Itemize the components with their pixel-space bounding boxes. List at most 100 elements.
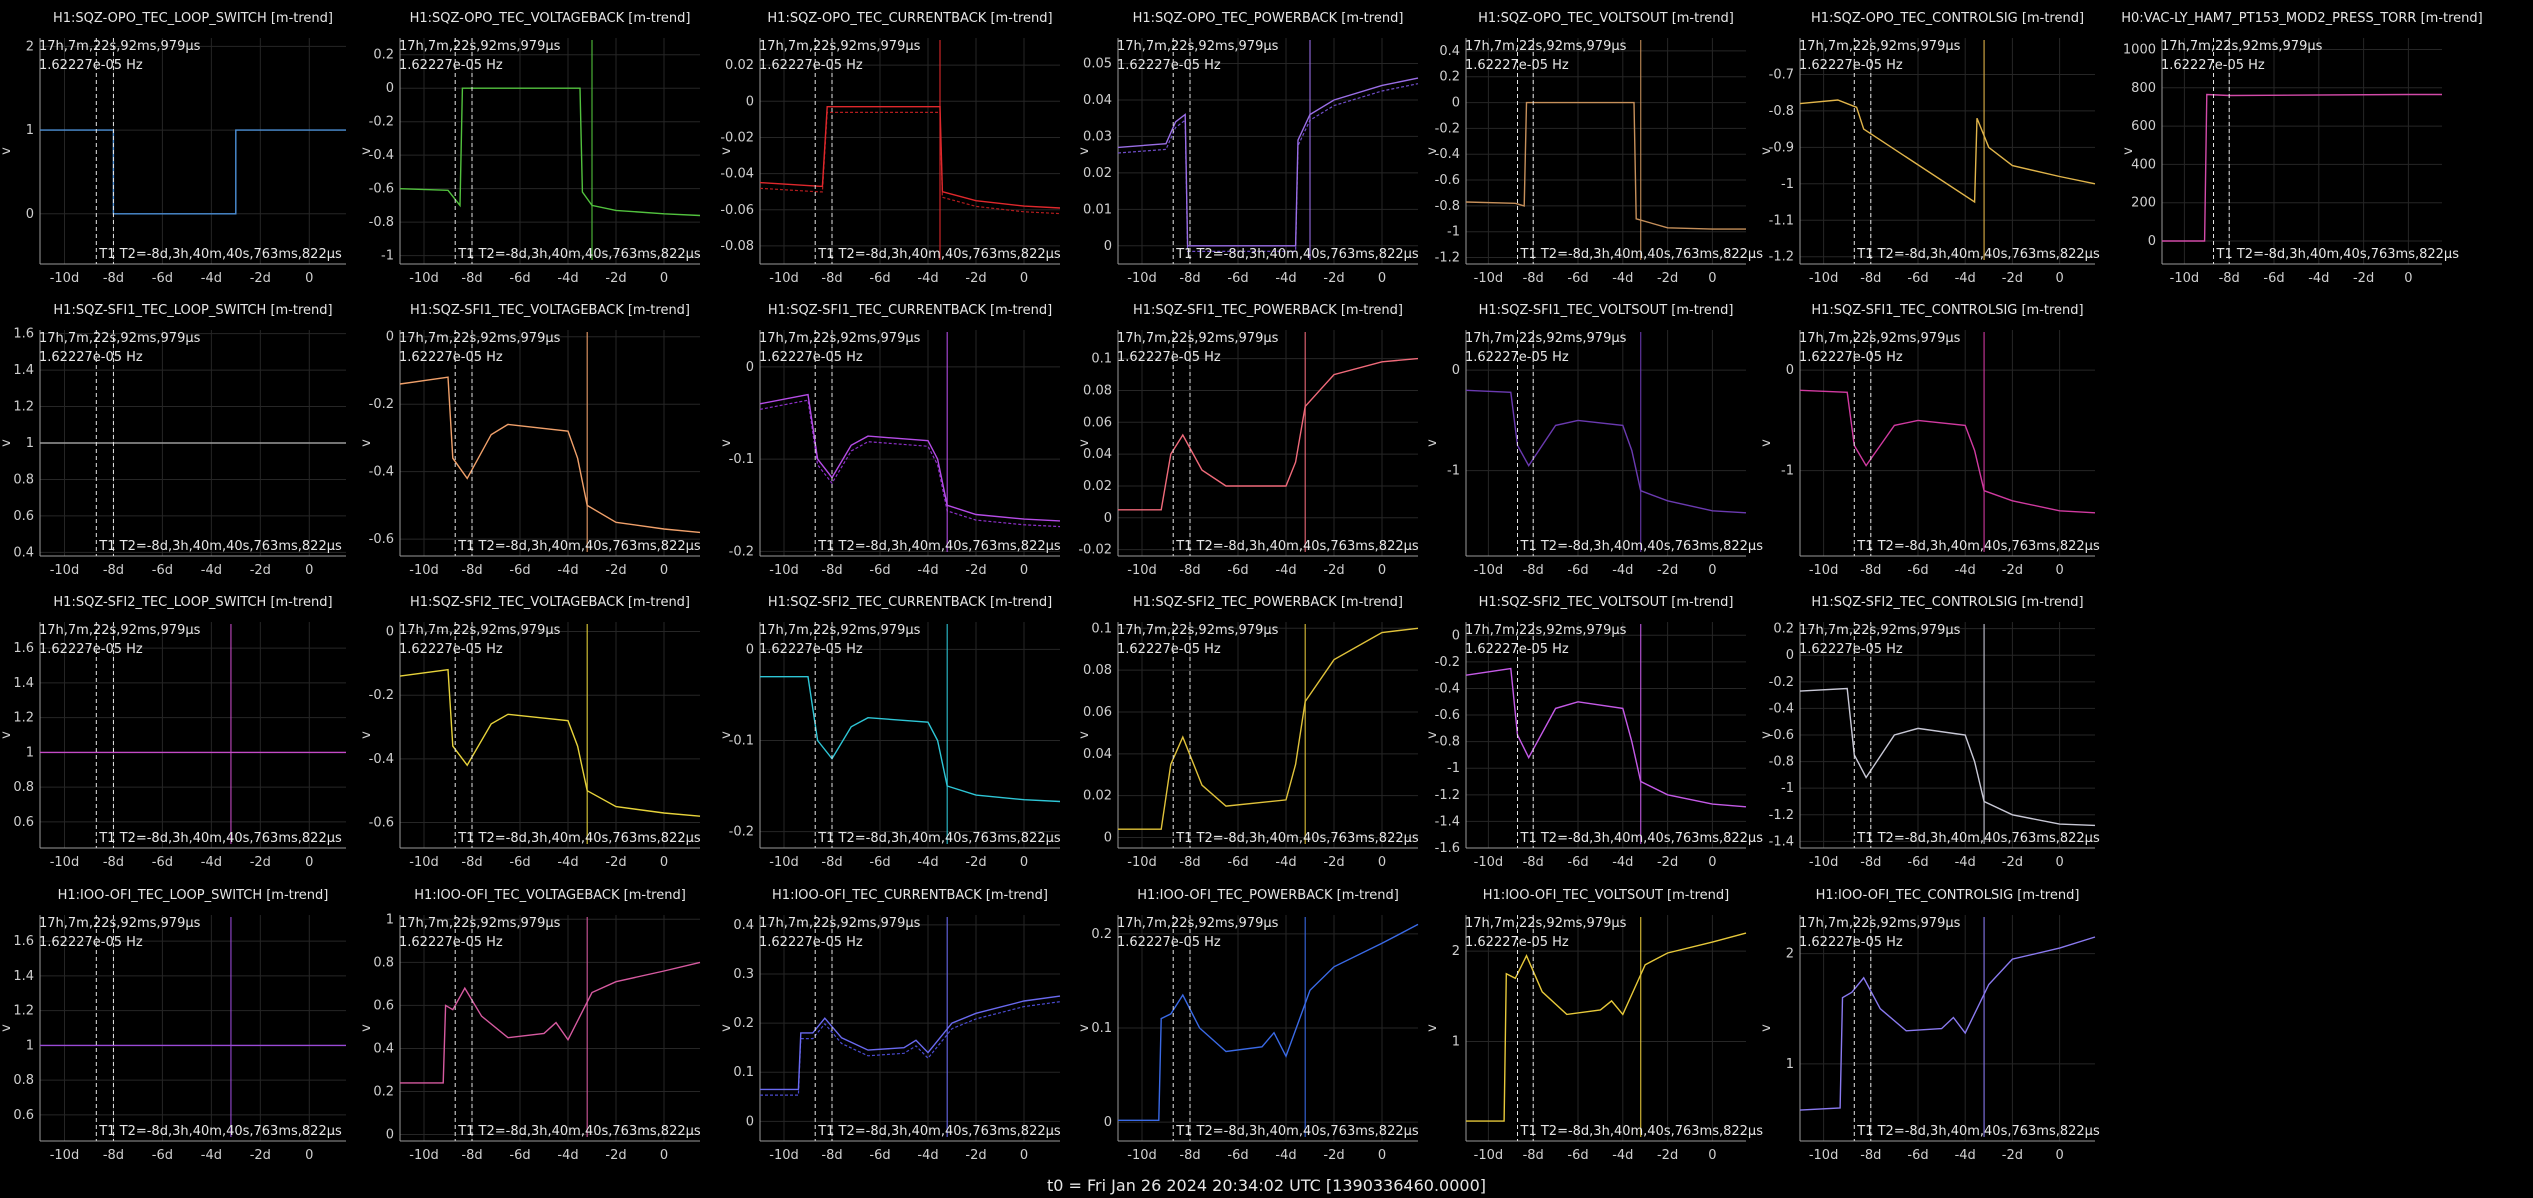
- x-tick-label: -6d: [1567, 855, 1588, 870]
- x-tick-label: -4d: [1275, 271, 1296, 286]
- y-axis-label: v: [1759, 1024, 1774, 1032]
- cursor-frequency: 1.62227e-05 Hz: [2161, 58, 2265, 73]
- series-line: [399, 668, 701, 817]
- y-tick-label: -0.2: [1769, 675, 1794, 690]
- y-tick-label: -1.2: [1769, 250, 1794, 265]
- series-line: [399, 87, 701, 217]
- x-tick-label: -2d: [1657, 1148, 1678, 1163]
- x-tick-label: 0: [1708, 563, 1716, 578]
- y-axis-label: v: [719, 147, 734, 155]
- y-tick-label: 0.2: [373, 1084, 394, 1099]
- x-tick-label: -6d: [509, 1148, 530, 1163]
- y-tick-label: 1.4: [13, 969, 34, 984]
- chart-title: H1:SQZ-SFI1_TEC_LOOP_SWITCH [m-trend]: [53, 303, 332, 318]
- x-tick-label: 0: [660, 855, 668, 870]
- y-tick-label: 0.8: [13, 1073, 34, 1088]
- cursor-label: T1 T2=-8d,3h,40m,40s,763ms,822µs: [1856, 1124, 2100, 1139]
- x-tick-label: 0: [2055, 1148, 2063, 1163]
- y-axis-label: v: [0, 731, 14, 739]
- y-tick-label: -1: [381, 249, 394, 264]
- y-tick-label: 2: [26, 39, 34, 54]
- y-tick-label: -0.1: [729, 733, 754, 748]
- x-tick-label: -6d: [509, 563, 530, 578]
- cursor-label: T1 T2=-8d,3h,40m,40s,763ms,822µs: [817, 831, 1061, 846]
- y-tick-label: -1.4: [1435, 814, 1460, 829]
- series-line-min: [760, 1001, 1061, 1096]
- x-tick-label: -2d: [965, 563, 986, 578]
- x-tick-label: -8d: [821, 563, 842, 578]
- cursor-frequency: 1.62227e-05 Hz: [1799, 642, 1903, 657]
- y-tick-label: 0.08: [1083, 663, 1112, 678]
- cursor-label: T1 T2=-8d,3h,40m,40s,763ms,822µs: [2216, 247, 2460, 262]
- x-tick-label: -8d: [1523, 271, 1544, 286]
- y-tick-label: 1.6: [13, 934, 34, 949]
- y-axis-label: v: [359, 147, 374, 155]
- y-tick-label: 1: [26, 123, 34, 138]
- cursor-label: T1 T2=-8d,3h,40m,40s,763ms,822µs: [1520, 831, 1764, 846]
- cursor-frequency: 1.62227e-05 Hz: [1465, 58, 1569, 73]
- y-axis-label: v: [1077, 1024, 1092, 1032]
- x-tick-label: -10d: [1127, 1148, 1157, 1163]
- x-tick-label: -6d: [152, 855, 173, 870]
- y-tick-label: 0.6: [13, 815, 34, 830]
- y-tick-label: -0.4: [1435, 147, 1460, 162]
- y-axis-label: v: [1759, 731, 1774, 739]
- cursor-delta: 17h,7m,22s,92ms,979µs: [1117, 39, 1279, 54]
- x-tick-label: -4d: [1275, 855, 1296, 870]
- x-tick-label: 0: [660, 563, 668, 578]
- cursor-delta: 17h,7m,22s,92ms,979µs: [39, 331, 201, 346]
- x-tick-label: -4d: [557, 271, 578, 286]
- chart-title: H1:SQZ-OPO_TEC_VOLTAGEBACK [m-trend]: [410, 11, 691, 26]
- y-tick-label: -0.02: [720, 130, 754, 145]
- chart-title: H1:SQZ-SFI2_TEC_POWERBACK [m-trend]: [1133, 595, 1403, 610]
- cursor-label: T1 T2=-8d,3h,40m,40s,763ms,822µs: [1175, 831, 1419, 846]
- y-tick-label: -1.2: [1769, 808, 1794, 823]
- y-tick-label: 0: [746, 94, 754, 109]
- y-tick-label: 0.4: [13, 545, 34, 560]
- y-tick-label: 0.2: [1091, 927, 1112, 942]
- chart-panel: H1:SQZ-OPO_TEC_POWERBACK [m-trend] -10d -8…: [1077, 11, 1419, 286]
- y-tick-label: 0: [1104, 831, 1112, 846]
- chart-title: H0:VAC-LY_HAM7_PT153_MOD2_PRESS_TORR [m-…: [2121, 11, 2482, 26]
- x-tick-label: -4d: [201, 271, 222, 286]
- y-tick-label: -1: [1781, 781, 1794, 796]
- x-tick-label: -10d: [1474, 563, 1504, 578]
- x-tick-label: -8d: [461, 271, 482, 286]
- y-tick-label: 1: [386, 912, 394, 927]
- chart-title: H1:SQZ-SFI2_TEC_VOLTSOUT [m-trend]: [1479, 595, 1734, 610]
- x-tick-label: -10d: [769, 271, 799, 286]
- series-line: [1799, 389, 2096, 514]
- y-tick-label: 0.2: [1439, 70, 1460, 85]
- x-tick-label: -8d: [103, 855, 124, 870]
- x-tick-label: 0: [2055, 271, 2063, 286]
- y-tick-label: -1.6: [1435, 841, 1460, 856]
- cursor-delta: 17h,7m,22s,92ms,979µs: [399, 623, 561, 638]
- y-tick-label: 0.2: [373, 48, 394, 63]
- cursor-label: T1 T2=-8d,3h,40m,40s,763ms,822µs: [457, 539, 701, 554]
- y-tick-label: 0: [26, 207, 34, 222]
- y-axis-label: v: [359, 439, 374, 447]
- chart-panel: H1:SQZ-SFI2_TEC_VOLTSOUT [m-trend] -10d -8…: [1425, 595, 1763, 870]
- x-tick-label: -10d: [50, 1148, 80, 1163]
- chart-title: H1:SQZ-SFI1_TEC_CONTROLSIG [m-trend]: [1811, 303, 2083, 318]
- x-tick-label: -4d: [917, 855, 938, 870]
- x-tick-label: -4d: [1275, 563, 1296, 578]
- x-tick-label: -8d: [821, 1148, 842, 1163]
- y-tick-label: 0.06: [1083, 705, 1112, 720]
- cursor-delta: 17h,7m,22s,92ms,979µs: [399, 39, 561, 54]
- x-tick-label: -10d: [50, 855, 80, 870]
- x-tick-label: -10d: [769, 855, 799, 870]
- cursor-frequency: 1.62227e-05 Hz: [759, 350, 863, 365]
- y-tick-label: 0.8: [13, 780, 34, 795]
- x-tick-label: -6d: [1227, 271, 1248, 286]
- x-tick-label: -2d: [605, 563, 626, 578]
- x-tick-label: -10d: [1127, 855, 1157, 870]
- cursor-frequency: 1.62227e-05 Hz: [399, 58, 503, 73]
- x-tick-label: 0: [660, 271, 668, 286]
- y-tick-label: 800: [2131, 81, 2156, 96]
- x-tick-label: -10d: [1809, 563, 1839, 578]
- x-tick-label: -6d: [1567, 1148, 1588, 1163]
- x-tick-label: -2d: [2002, 855, 2023, 870]
- x-tick-label: -8d: [1860, 1148, 1881, 1163]
- y-tick-label: -0.8: [369, 215, 394, 230]
